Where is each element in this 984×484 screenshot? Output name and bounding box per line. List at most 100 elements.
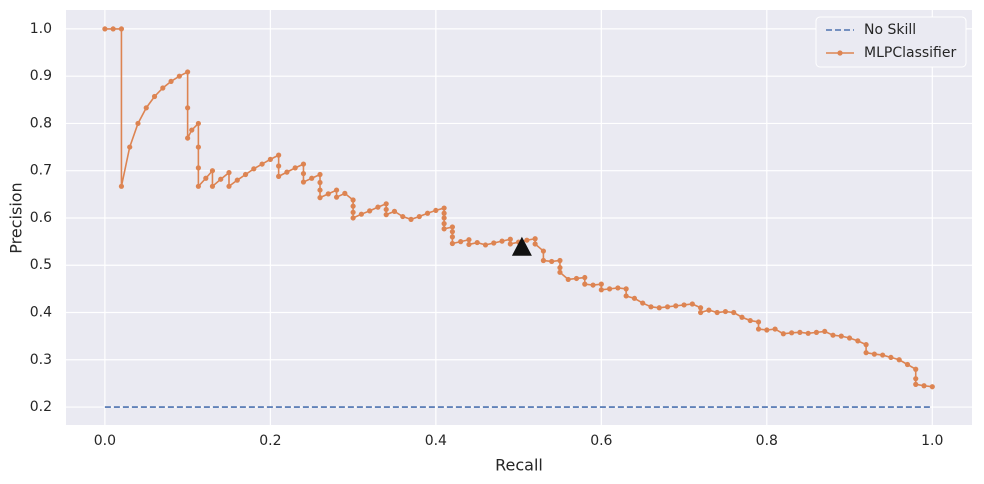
data-point <box>532 241 538 247</box>
legend-marker <box>837 50 843 56</box>
data-point <box>466 241 472 248</box>
data-point <box>300 161 307 167</box>
data-point <box>863 342 869 348</box>
y-tick-label: 1.0 <box>30 21 52 37</box>
x-tick-label: 0.4 <box>425 433 447 449</box>
data-point <box>424 210 431 216</box>
data-point <box>350 215 356 221</box>
data-point <box>317 187 323 193</box>
highlight-marker <box>511 236 532 256</box>
data-point <box>276 152 282 158</box>
data-point <box>449 240 455 247</box>
data-point <box>383 201 389 207</box>
data-point <box>300 170 307 177</box>
data-point <box>846 335 853 341</box>
data-point <box>805 330 811 336</box>
data-point <box>789 330 795 336</box>
data-point <box>664 304 671 310</box>
data-point <box>309 175 315 181</box>
data-point <box>218 176 224 182</box>
data-point <box>383 206 389 213</box>
x-axis-label: Recall <box>495 456 543 475</box>
data-point <box>507 236 513 242</box>
data-point <box>441 205 447 211</box>
data-point <box>673 303 679 309</box>
data-point <box>482 242 489 248</box>
data-point <box>747 317 753 324</box>
data-point <box>160 85 166 91</box>
data-point <box>582 281 588 287</box>
data-point <box>739 314 745 320</box>
data-point <box>863 350 869 356</box>
data-point <box>185 105 191 111</box>
data-point <box>118 183 125 189</box>
data-point <box>358 211 364 217</box>
data-point <box>300 179 307 185</box>
data-point <box>292 165 298 171</box>
data-point <box>441 215 447 221</box>
data-point <box>797 329 803 335</box>
data-point <box>780 331 786 337</box>
data-point <box>929 384 935 390</box>
data-point <box>408 216 414 222</box>
data-point <box>813 329 820 335</box>
legend-label: MLPClassifier <box>864 45 956 61</box>
data-point <box>524 237 530 243</box>
data-point <box>607 286 613 292</box>
data-point <box>921 383 927 389</box>
data-point <box>590 282 596 288</box>
legend: No Skill MLPClassifier <box>815 16 967 68</box>
data-point <box>540 248 547 254</box>
y-tick-label: 0.7 <box>30 163 52 179</box>
data-point <box>557 265 563 271</box>
data-point <box>143 105 149 111</box>
data-point <box>904 361 911 368</box>
data-point <box>755 326 762 332</box>
x-tick-label: 0.6 <box>590 433 612 449</box>
data-point <box>251 166 257 172</box>
data-point <box>557 257 563 264</box>
data-point <box>507 241 513 247</box>
data-point <box>333 187 340 193</box>
data-point <box>573 275 580 282</box>
data-point <box>648 304 654 310</box>
data-point <box>913 381 919 387</box>
data-point <box>189 127 195 133</box>
data-point <box>888 354 894 361</box>
data-point <box>226 169 232 176</box>
data-point <box>203 175 209 181</box>
data-point <box>416 213 422 220</box>
data-point <box>102 26 108 32</box>
data-point <box>333 194 340 200</box>
data-point <box>532 236 538 242</box>
data-point <box>350 197 356 203</box>
data-point <box>722 308 729 315</box>
data-point <box>375 204 381 210</box>
data-point <box>176 73 182 79</box>
data-point <box>127 144 133 150</box>
grid <box>66 10 972 425</box>
data-point <box>449 224 455 230</box>
data-point <box>400 213 406 220</box>
data-point <box>209 183 216 189</box>
y-tick-label: 0.8 <box>30 115 52 131</box>
y-tick-label: 0.9 <box>30 68 52 84</box>
data-point <box>706 307 712 313</box>
data-point <box>466 237 472 243</box>
data-point <box>772 326 778 332</box>
data-point <box>755 319 762 325</box>
data-point <box>449 229 455 235</box>
data-point <box>118 26 125 32</box>
data-point <box>350 209 356 215</box>
data-point <box>698 309 704 316</box>
data-point <box>764 327 770 333</box>
y-tick-label: 0.3 <box>30 352 52 368</box>
data-point <box>681 302 687 308</box>
data-point <box>913 366 919 372</box>
data-point <box>195 144 201 150</box>
x-tick-label: 0.2 <box>259 433 281 449</box>
data-point <box>880 352 886 358</box>
data-point <box>557 269 563 275</box>
data-point <box>317 171 323 178</box>
data-point <box>615 285 621 291</box>
